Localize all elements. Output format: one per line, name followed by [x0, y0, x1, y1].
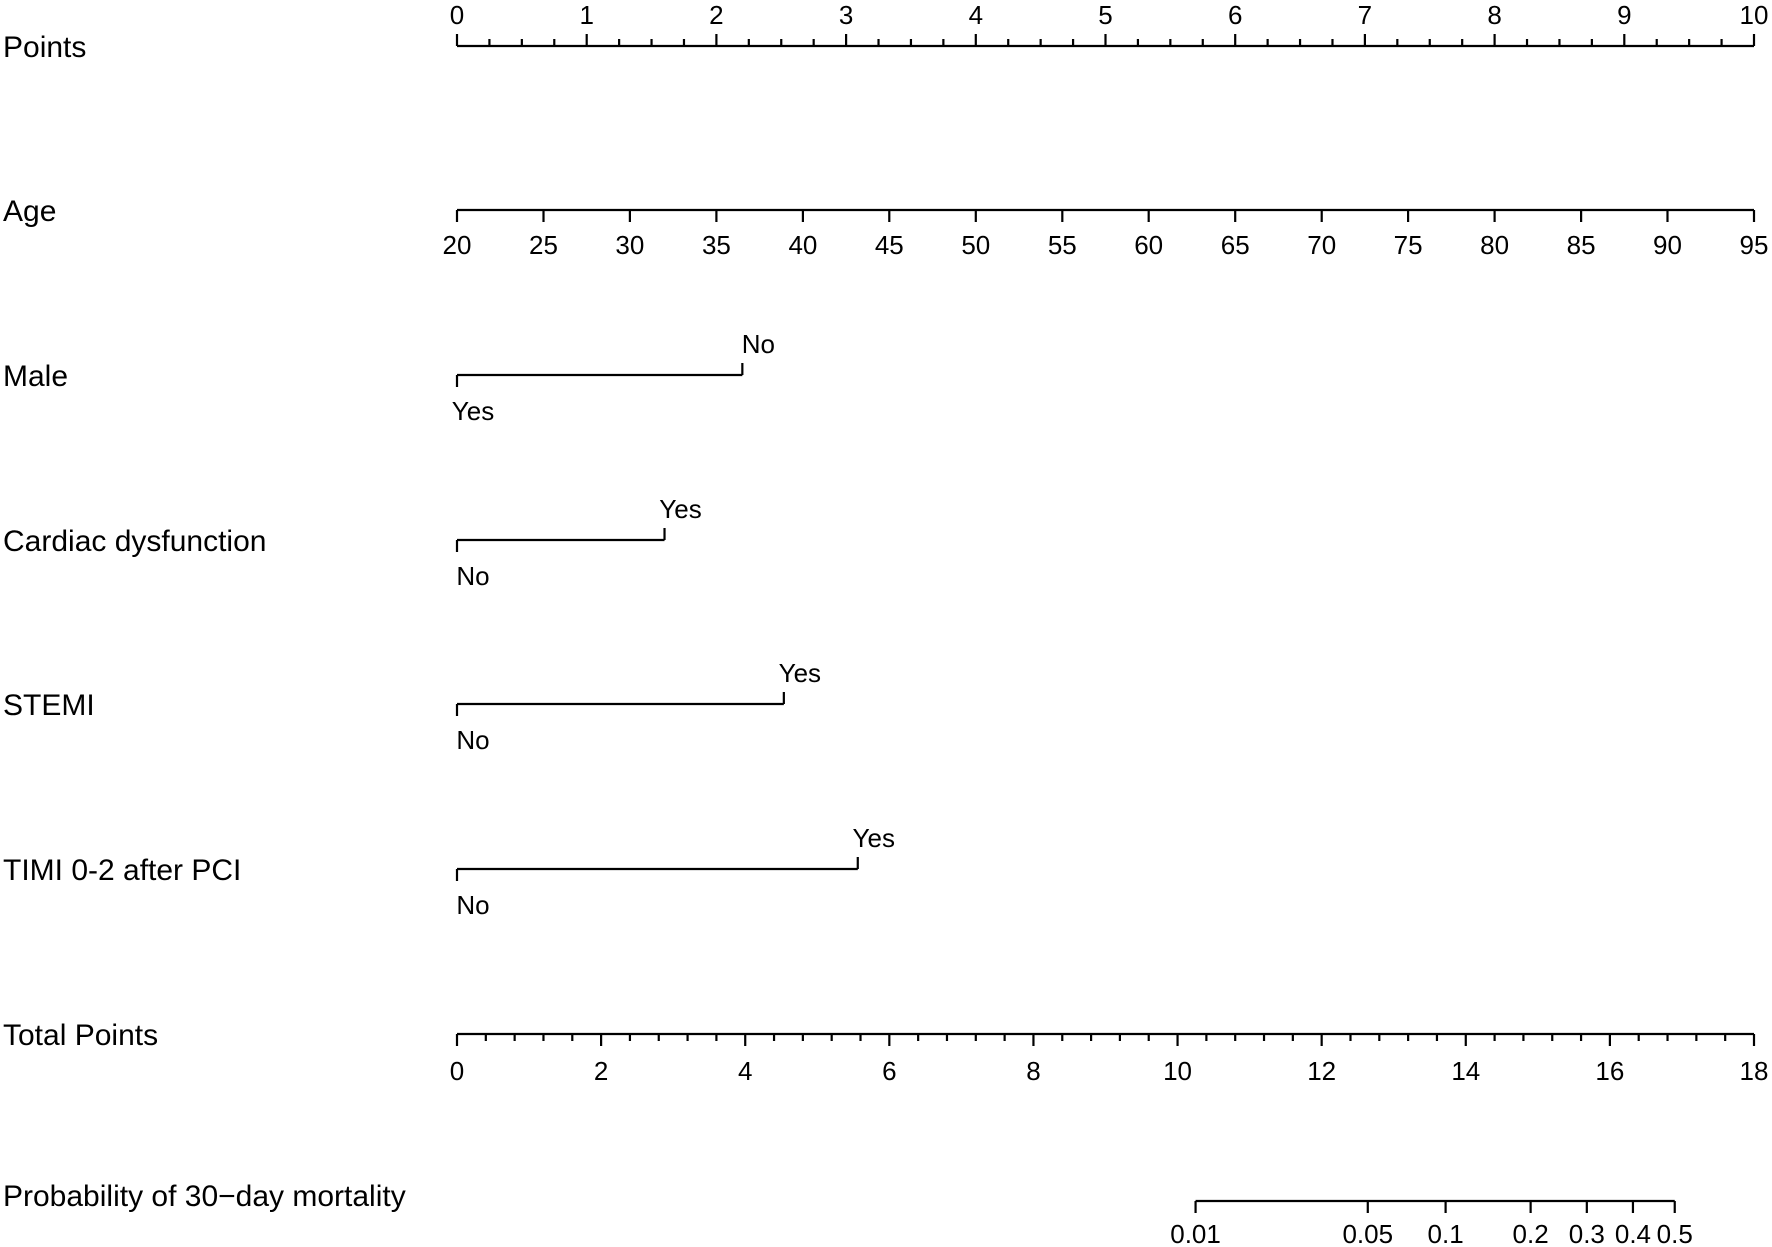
probability-tick-label: 0.2 — [1513, 1219, 1549, 1247]
age-tick-label: 75 — [1394, 230, 1423, 260]
total-points-tick-label: 12 — [1307, 1056, 1336, 1086]
total-points-tick-label: 16 — [1595, 1056, 1624, 1086]
points-tick-label: 0 — [450, 0, 464, 30]
points-tick-label: 1 — [579, 0, 593, 30]
total-points-tick-label: 8 — [1026, 1056, 1040, 1086]
age-tick-label: 70 — [1307, 230, 1336, 260]
points-tick-label: 4 — [969, 0, 983, 30]
age-tick-label: 85 — [1567, 230, 1596, 260]
total-points-tick-label: 2 — [594, 1056, 608, 1086]
probability-label: Probability of 30−day mortality — [3, 1180, 406, 1213]
age-tick-label: 40 — [788, 230, 817, 260]
age-tick-label: 80 — [1480, 230, 1509, 260]
probability-tick-label: 0.01 — [1170, 1219, 1221, 1247]
timi-label: TIMI 0-2 after PCI — [3, 854, 241, 887]
level-label: No — [456, 725, 489, 755]
probability-tick-label: 0.3 — [1569, 1219, 1605, 1247]
total-points-label: Total Points — [3, 1019, 158, 1052]
total-points-tick-label: 10 — [1163, 1056, 1192, 1086]
points-tick-label: 6 — [1228, 0, 1242, 30]
age-tick-label: 90 — [1653, 230, 1682, 260]
total-points-tick-label: 14 — [1451, 1056, 1480, 1086]
probability-tick-label: 0.1 — [1428, 1219, 1464, 1247]
points-tick-label: 5 — [1098, 0, 1112, 30]
age-tick-label: 95 — [1740, 230, 1769, 260]
age-tick-label: 20 — [443, 230, 472, 260]
stemi-label: STEMI — [3, 689, 95, 722]
cardiac-dysfunction-label: Cardiac dysfunction — [3, 525, 266, 558]
total-points-tick-label: 4 — [738, 1056, 752, 1086]
age-tick-label: 50 — [961, 230, 990, 260]
probability-tick-label: 0.5 — [1657, 1219, 1693, 1247]
total-points-tick-label: 0 — [450, 1056, 464, 1086]
age-tick-label: 30 — [615, 230, 644, 260]
male-label: Male — [3, 360, 68, 393]
level-label: Yes — [452, 396, 494, 426]
points-label: Points — [3, 31, 86, 64]
age-tick-label: 35 — [702, 230, 731, 260]
level-label: Yes — [853, 823, 895, 853]
probability-tick-label: 0.05 — [1342, 1219, 1393, 1247]
row-labels: Points Age Male Cardiac dysfunction STEM… — [3, 31, 406, 1213]
age-tick-label: 65 — [1221, 230, 1250, 260]
age-tick-label: 25 — [529, 230, 558, 260]
level-label: No — [456, 561, 489, 591]
age-tick-label: 55 — [1048, 230, 1077, 260]
points-tick-label: 8 — [1487, 0, 1501, 30]
points-tick-label: 9 — [1617, 0, 1631, 30]
age-tick-label: 60 — [1134, 230, 1163, 260]
total-points-tick-label: 18 — [1740, 1056, 1769, 1086]
points-tick-label: 3 — [839, 0, 853, 30]
points-tick-label: 2 — [709, 0, 723, 30]
age-tick-label: 45 — [875, 230, 904, 260]
level-label: No — [742, 329, 775, 359]
level-label: Yes — [659, 494, 701, 524]
level-label: Yes — [779, 658, 821, 688]
probability-tick-label: 0.4 — [1615, 1219, 1651, 1247]
level-label: No — [456, 890, 489, 920]
age-label: Age — [3, 195, 56, 228]
total-points-tick-label: 6 — [882, 1056, 896, 1086]
points-tick-label: 10 — [1740, 0, 1769, 30]
points-tick-label: 7 — [1358, 0, 1372, 30]
